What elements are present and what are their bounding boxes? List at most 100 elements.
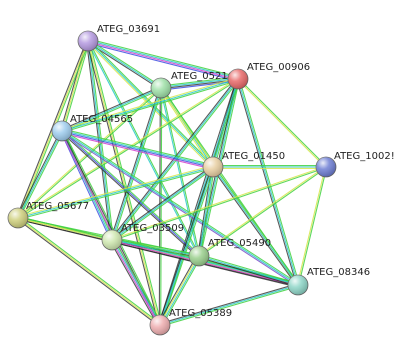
edge-channel-cyan xyxy=(198,255,299,286)
edge-channel-yellow xyxy=(17,217,161,326)
edge-channel-green xyxy=(161,256,202,327)
edge-channel-yellow xyxy=(111,165,327,240)
edge-channel-green xyxy=(199,166,215,257)
node-label: ATEG_05490 xyxy=(208,238,271,249)
edge-ATEG_04565-ATEG_01450[interactable] xyxy=(60,128,215,170)
edge-channel-black xyxy=(158,78,238,326)
edge-ATEG_04565-ATEG_08346[interactable] xyxy=(60,129,300,287)
edge-channel-black xyxy=(60,131,199,258)
node-ATEG_05677[interactable]: ATEG_05677 xyxy=(7,201,89,229)
edge-ATEG_03691-ATEG_00906[interactable] xyxy=(86,38,240,82)
node-label: ATEG_05389 xyxy=(169,308,232,319)
node-shine xyxy=(288,275,308,295)
node-label: ATEG_08346 xyxy=(307,267,370,278)
edge-ATEG_01450-ATEG_05677[interactable] xyxy=(17,165,214,220)
edge-channel-green xyxy=(88,40,162,326)
edge-channel-green xyxy=(111,167,327,242)
node-shine xyxy=(78,31,98,51)
edge-ATEG_01450-ATEG_10025[interactable] xyxy=(212,165,327,169)
edge-ATEG_00906-ATEG_05389[interactable] xyxy=(158,78,240,326)
edge-ATEG_05677-ATEG_05389[interactable] xyxy=(16,216,162,327)
edge-ATEG_05216-ATEG_04565[interactable] xyxy=(60,86,163,133)
edge-channel-cyan xyxy=(160,255,201,326)
node-ATEG_03691[interactable]: ATEG_03691 xyxy=(77,24,160,52)
edge-channel-green xyxy=(61,128,215,166)
edge-channel-cyan xyxy=(87,39,239,79)
edge-channel-green xyxy=(238,78,300,286)
edge-channel-green xyxy=(88,40,114,241)
edge-channel-black xyxy=(236,78,298,286)
edge-channel-black xyxy=(16,218,160,327)
node-ATEG_03509[interactable]: ATEG_03509 xyxy=(101,223,184,251)
edge-channel-yellow xyxy=(87,40,161,326)
node-shine xyxy=(203,157,223,177)
node-shine xyxy=(8,208,28,228)
node-ATEG_08346[interactable]: ATEG_08346 xyxy=(287,267,370,296)
edge-channel-black xyxy=(110,87,161,241)
edge-channel-green xyxy=(237,77,328,168)
node-ATEG_05490[interactable]: ATEG_05490 xyxy=(188,238,271,267)
edge-channel-yellow xyxy=(17,165,214,218)
node-shine xyxy=(316,157,336,177)
edge-channel-blue xyxy=(61,131,214,169)
node-shine xyxy=(228,69,248,89)
edge-channel-blue xyxy=(86,42,239,82)
edge-ATEG_01450-ATEG_03509[interactable] xyxy=(110,165,215,242)
edge-channel-blue xyxy=(60,131,112,242)
edge-channel-green xyxy=(62,40,90,132)
edge-channel-cyan xyxy=(87,40,162,89)
edge-ATEG_01450-ATEG_05389[interactable] xyxy=(158,166,215,327)
edge-ATEG_03691-ATEG_05389[interactable] xyxy=(86,40,162,326)
edge-channel-cyan xyxy=(61,87,162,132)
edge-ATEG_04565-ATEG_05490[interactable] xyxy=(60,129,201,258)
edge-ATEG_03509-ATEG_05389[interactable] xyxy=(109,238,163,327)
edge-ATEG_10025-ATEG_03509[interactable] xyxy=(111,165,327,242)
edge-channel-green xyxy=(160,78,240,326)
edge-channel-green xyxy=(88,39,163,88)
edge-ATEG_10025-ATEG_05490[interactable] xyxy=(198,165,327,258)
node-shine xyxy=(151,78,171,98)
edge-channel-green xyxy=(113,238,163,325)
node-ATEG_05389[interactable]: ATEG_05389 xyxy=(149,308,232,336)
edge-channel-cyan xyxy=(198,166,214,257)
edge-channel-green xyxy=(18,131,64,220)
node-label: ATEG_03509 xyxy=(121,223,184,234)
node-label: ATEG_01450 xyxy=(222,151,285,162)
edge-channel-cyan xyxy=(112,239,162,326)
edge-ATEG_00906-ATEG_08346[interactable] xyxy=(236,78,300,286)
node-ATEG_04565[interactable]: ATEG_04565 xyxy=(51,114,133,142)
edge-channel-black xyxy=(109,240,159,327)
edge-ATEG_01450-ATEG_08346[interactable] xyxy=(211,165,300,287)
edge-channel-green xyxy=(17,167,214,220)
edge-ATEG_05490-ATEG_08346[interactable] xyxy=(198,254,299,287)
node-ATEG_05216[interactable]: ATEG_05216 xyxy=(150,71,234,99)
edge-channel-green xyxy=(160,76,239,87)
edge-ATEG_04565-ATEG_05677[interactable] xyxy=(16,129,64,220)
edge-channel-green xyxy=(62,129,162,325)
edge-ATEG_05216-ATEG_03509[interactable] xyxy=(110,87,163,241)
node-ATEG_10025[interactable]: ATEG_1002! xyxy=(315,151,395,178)
node-ATEG_00906[interactable]: ATEG_00906 xyxy=(227,62,310,90)
edge-channel-cyan xyxy=(61,129,214,167)
edge-channel-green xyxy=(160,166,215,327)
edge-ATEG_00906-ATEG_10025[interactable] xyxy=(236,77,328,169)
edge-channel-magenta xyxy=(60,132,214,170)
edge-channel-magenta xyxy=(87,41,239,81)
node-ATEG_01450[interactable]: ATEG_01450 xyxy=(202,151,285,178)
edge-ATEG_05490-ATEG_05389[interactable] xyxy=(157,254,202,327)
edge-ATEG_00906-ATEG_04565[interactable] xyxy=(61,77,239,133)
edge-channel-yellow xyxy=(296,166,326,286)
node-shine xyxy=(189,246,209,266)
edge-channel-black xyxy=(158,166,213,326)
edge-ATEG_08346-ATEG_05389[interactable] xyxy=(159,283,299,327)
node-shine xyxy=(102,230,122,250)
edge-ATEG_10025-ATEG_08346[interactable] xyxy=(296,166,328,286)
edge-channel-black xyxy=(16,39,88,219)
node-layer: ATEG_03691 ATEG_05216 ATEG_00906 ATEG_04565… xyxy=(7,24,395,336)
edge-channel-cyan xyxy=(61,78,239,132)
edge-channel-black xyxy=(157,254,198,325)
edge-channel-green xyxy=(198,167,327,258)
edge-channel-cyan xyxy=(61,130,113,241)
edge-channel-cyan xyxy=(159,166,214,326)
node-label: ATEG_04565 xyxy=(70,114,133,125)
